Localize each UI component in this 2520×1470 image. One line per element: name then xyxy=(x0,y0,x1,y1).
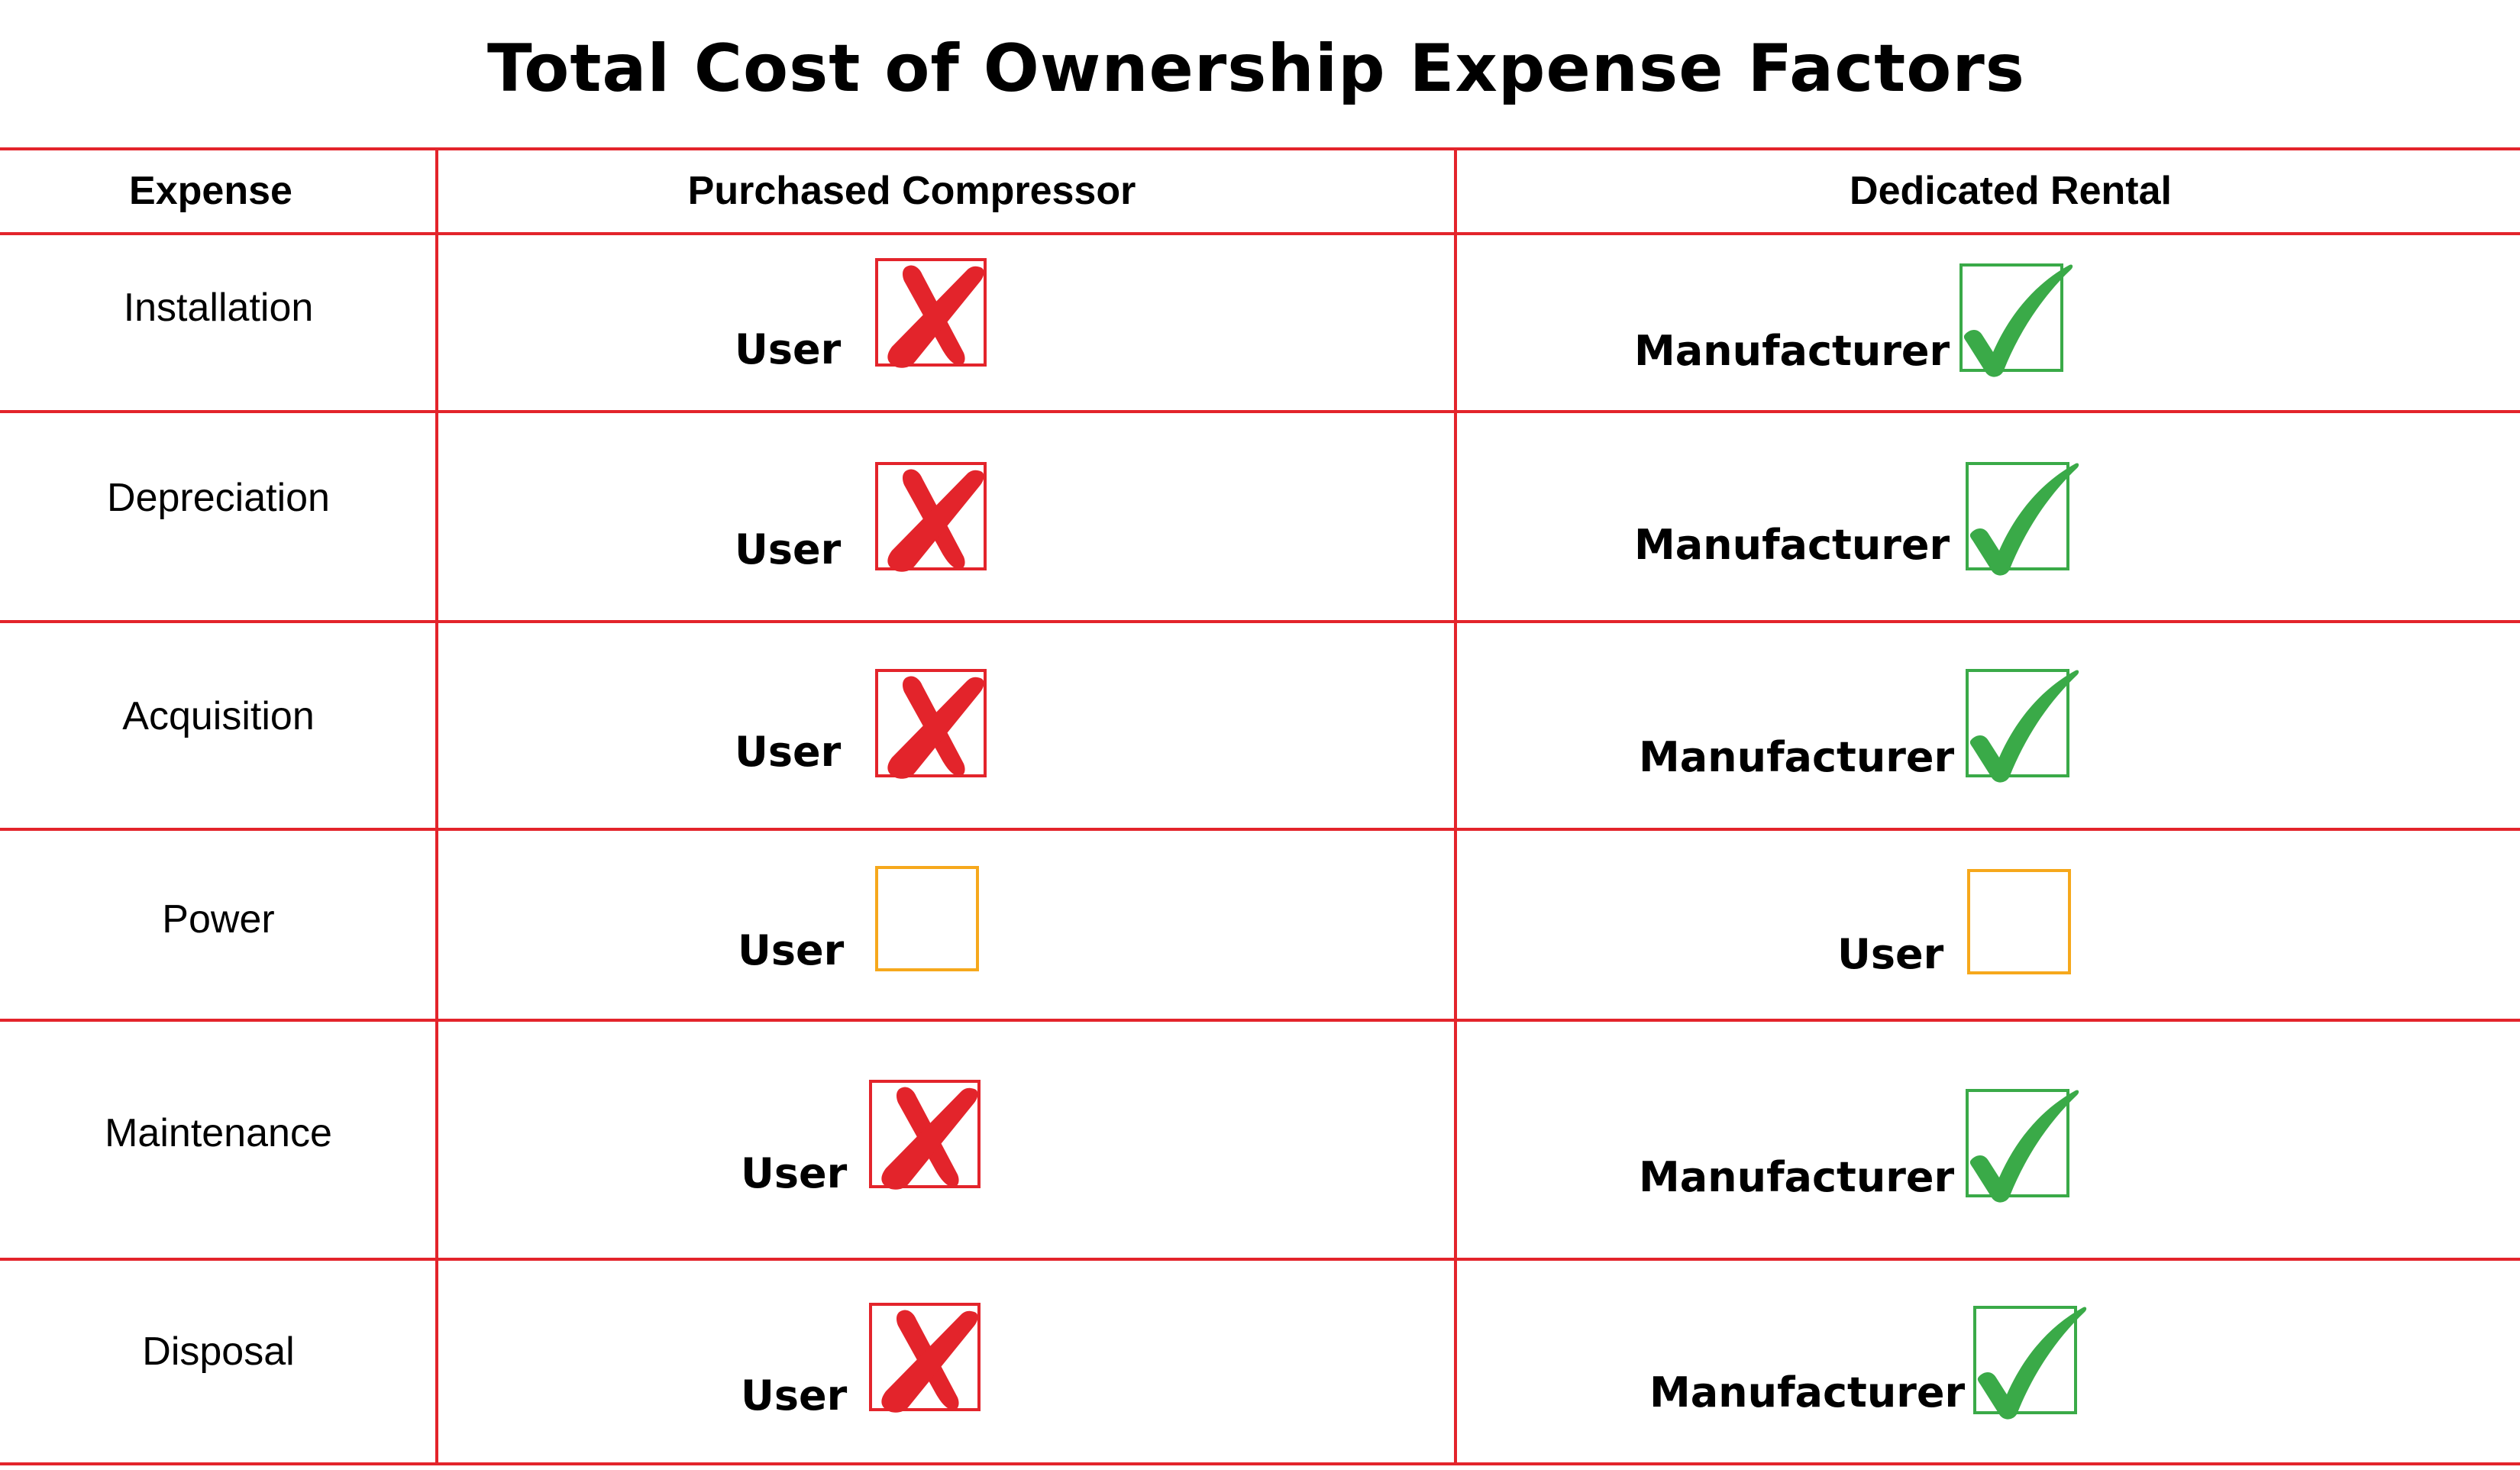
purchased-party-label: User xyxy=(741,1149,848,1197)
rental-party-label: Manufacturer xyxy=(1639,733,1955,781)
check-icon xyxy=(1973,1306,2087,1420)
cross-glyph xyxy=(887,676,984,779)
expense-label: Acquisition xyxy=(122,694,315,738)
cross-stroke xyxy=(887,677,984,779)
check-glyph xyxy=(1969,1090,2079,1203)
rental-party-label: User xyxy=(1837,930,1944,978)
rental-party-label: Manufacturer xyxy=(1634,327,1950,375)
check-icon xyxy=(1966,1089,2079,1203)
cross-glyph xyxy=(887,265,984,368)
empty-box-icon xyxy=(1967,869,2071,974)
rental-party-label: Manufacturer xyxy=(1649,1368,1966,1417)
check-icon xyxy=(1966,669,2079,783)
column-header-rental: Dedicated Rental xyxy=(1850,169,2172,213)
expense-label: Power xyxy=(162,897,275,942)
cross-stroke xyxy=(881,1310,978,1413)
cross-stroke xyxy=(887,470,984,572)
page-title: Total Cost of Ownership Expense Factors xyxy=(487,31,2025,107)
cross-stroke xyxy=(881,1087,978,1190)
table-rule xyxy=(0,1258,2520,1261)
purchased-party-label: User xyxy=(735,525,842,573)
cross-icon xyxy=(869,1080,981,1190)
table-rule xyxy=(0,410,2520,413)
rental-party-label: Manufacturer xyxy=(1639,1153,1955,1201)
purchased-party-label: User xyxy=(741,1371,848,1420)
table-rule xyxy=(0,147,2520,150)
check-stroke xyxy=(1977,1307,2087,1420)
check-stroke xyxy=(1963,264,2073,377)
table-rule xyxy=(0,828,2520,831)
table-rule xyxy=(0,620,2520,623)
purchased-party-label: User xyxy=(735,728,842,776)
table-rule xyxy=(0,1019,2520,1022)
cross-icon xyxy=(875,462,987,572)
purchased-party-label: User xyxy=(735,325,842,373)
check-glyph xyxy=(1963,264,2073,377)
check-icon xyxy=(1966,462,2079,576)
rental-party-label: Manufacturer xyxy=(1634,521,1950,569)
check-stroke xyxy=(1969,1090,2079,1203)
table-rule xyxy=(0,1462,2520,1465)
check-icon xyxy=(1959,263,2073,377)
purchased-party-label: User xyxy=(738,926,845,974)
table-rule xyxy=(435,149,438,1464)
table-rule xyxy=(1454,149,1457,1464)
table-rule xyxy=(0,232,2520,235)
cross-stroke xyxy=(887,266,984,368)
cross-glyph xyxy=(881,1310,978,1413)
expense-label: Installation xyxy=(123,286,314,330)
check-glyph xyxy=(1977,1307,2087,1420)
cross-icon xyxy=(869,1303,981,1413)
cross-glyph xyxy=(887,469,984,572)
column-header-purchased: Purchased Compressor xyxy=(687,169,1136,213)
column-header-expense: Expense xyxy=(129,169,292,213)
check-glyph xyxy=(1969,670,2079,783)
check-stroke xyxy=(1969,463,2079,576)
check-glyph xyxy=(1969,463,2079,576)
check-stroke xyxy=(1969,670,2079,783)
cross-icon xyxy=(875,258,987,368)
cross-glyph xyxy=(881,1087,978,1190)
empty-box-icon xyxy=(875,866,979,971)
expense-label: Depreciation xyxy=(107,476,330,520)
cross-icon xyxy=(875,669,987,779)
expense-label: Disposal xyxy=(142,1329,295,1374)
expense-label: Maintenance xyxy=(105,1111,332,1155)
